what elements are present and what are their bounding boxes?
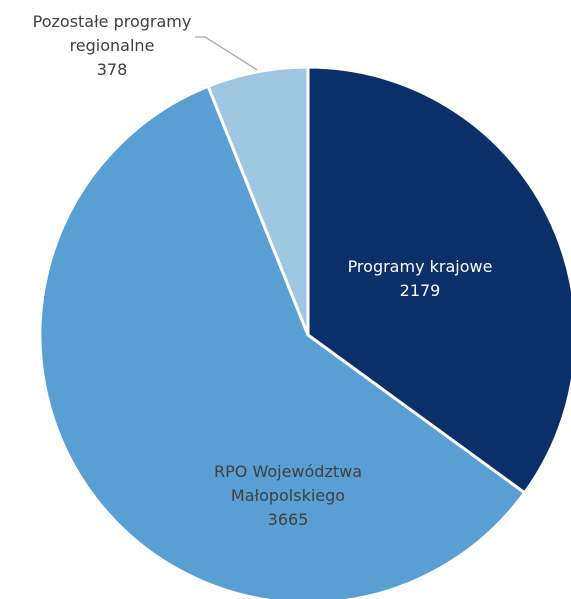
- pie-slice: [306, 65, 571, 495]
- category-label: RPO Województwa Małopolskiego: [214, 462, 362, 505]
- data-label: Pozostałe programy regionalne 378: [17, 10, 207, 82]
- pie-slice: [206, 65, 310, 337]
- pie-slice: [38, 84, 527, 599]
- leader-line: [195, 36, 258, 71]
- value-label: 378: [96, 60, 128, 79]
- value-label: 3665: [267, 510, 309, 529]
- data-label: RPO Województwa Małopolskiego 3665: [203, 460, 373, 532]
- data-label: Programy krajowe 2179: [320, 255, 520, 303]
- category-label: Programy krajowe: [347, 257, 493, 276]
- value-label: 2179: [399, 281, 441, 300]
- category-label: Pozostałe programy regionalne: [32, 12, 192, 55]
